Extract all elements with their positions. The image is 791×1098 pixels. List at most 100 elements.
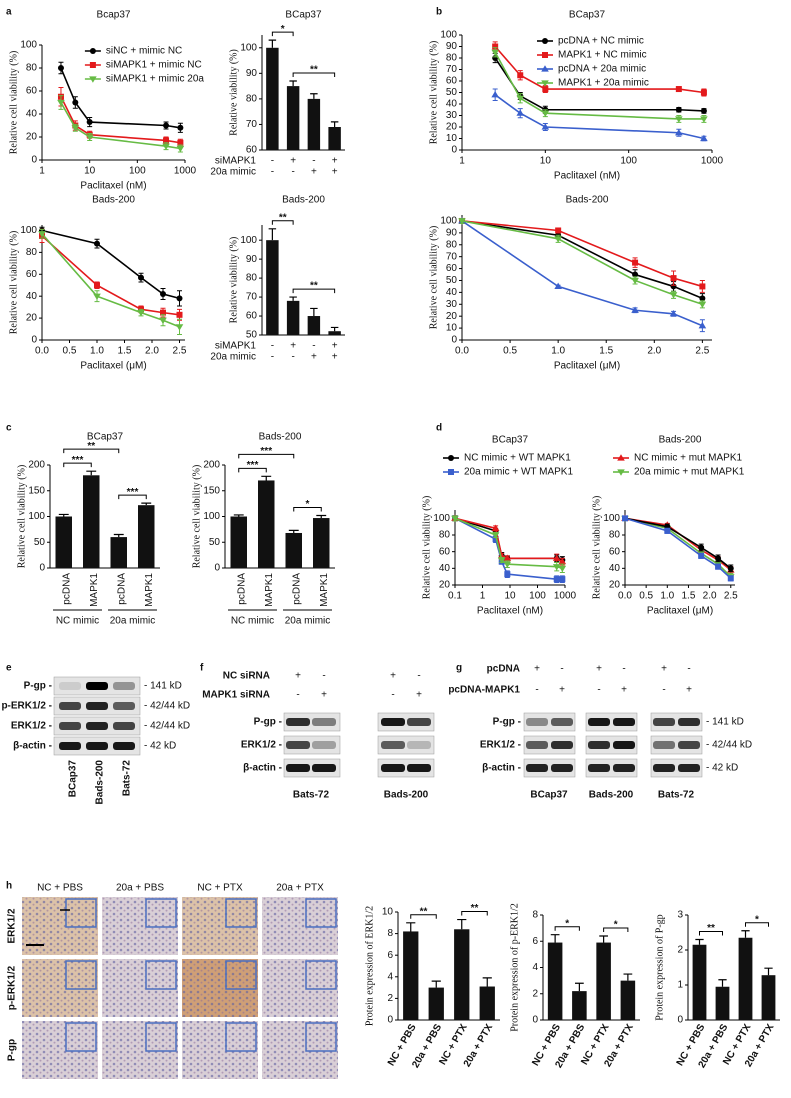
y-tick-label: 100	[240, 42, 257, 53]
error-bar	[741, 930, 750, 938]
condition-label: siMAPK1	[215, 156, 257, 167]
ihc-inset	[305, 1022, 337, 1052]
x-axis-label: Paclitaxel (μM)	[554, 361, 620, 372]
significance-label: *	[281, 24, 285, 35]
point	[727, 575, 734, 582]
blot-size-label: - 141 kD	[144, 681, 182, 692]
y-tick-label: 100	[440, 30, 457, 41]
ihc-texture	[102, 1021, 178, 1079]
point	[177, 124, 184, 131]
point	[698, 301, 707, 309]
x-tick-label: MAPK1	[264, 573, 275, 607]
blot-band	[381, 741, 405, 749]
blot-band	[59, 702, 81, 710]
legend-label: MAPK1 + NC mimic	[558, 50, 647, 61]
condition-label: pcDNA-MAPK1	[448, 685, 520, 696]
x-tick-label: pcDNA	[61, 573, 72, 605]
blot-band	[86, 682, 108, 690]
condition-mark: -	[271, 156, 274, 167]
significance-label: **	[87, 441, 95, 452]
blot-band	[286, 764, 310, 772]
y-tick-label: 2	[677, 945, 683, 956]
blot-band	[551, 741, 573, 749]
x-tick-label: 100	[129, 166, 146, 177]
y-tick-label: 4	[387, 971, 393, 982]
series-line	[41, 229, 180, 300]
x-tick-label: 1	[39, 166, 45, 177]
point	[497, 557, 506, 564]
blot-row-label: P-gp -	[493, 717, 521, 728]
point	[86, 119, 93, 126]
condition-mark: +	[290, 156, 296, 167]
significance-bracket	[699, 931, 723, 936]
y-tick-label: 80	[26, 247, 38, 258]
condition-label: MAPK1 siRNA	[202, 690, 270, 701]
error-bar	[316, 514, 327, 519]
point	[669, 292, 678, 299]
series-line	[60, 96, 181, 144]
error-bar	[623, 973, 633, 981]
blot-strip	[523, 712, 576, 732]
y-tick-label: 60	[246, 145, 258, 156]
legend-marker	[542, 38, 548, 44]
blot-band	[526, 718, 548, 726]
bar	[285, 532, 302, 568]
legend-label: pcDNA + NC mimic	[558, 36, 644, 47]
point	[451, 515, 459, 523]
legend-label: 20a mimic + mut MAPK1	[634, 467, 745, 478]
point	[497, 552, 506, 559]
condition-mark: -	[312, 156, 315, 167]
point	[71, 125, 80, 132]
point	[554, 282, 562, 290]
y-tick-label: 80	[246, 273, 258, 284]
y-tick-label: 20	[26, 313, 38, 324]
legend-marker	[541, 80, 549, 87]
blot-strip	[283, 712, 341, 732]
x-tick-label: 1000	[554, 591, 577, 602]
x-tick-label: 0.0	[455, 346, 469, 357]
y-tick-label: 50	[34, 537, 46, 548]
y-tick-label: 80	[246, 94, 258, 105]
error-bar	[330, 326, 339, 332]
significance-bracket	[292, 288, 336, 294]
y-tick-label: 70	[246, 119, 258, 130]
point	[715, 563, 722, 570]
point	[138, 274, 144, 281]
y-tick-label: 0	[387, 1015, 393, 1026]
blot-strip	[650, 735, 703, 755]
y-tick-label: 40	[446, 287, 458, 298]
blot-band	[551, 718, 573, 726]
point	[85, 134, 94, 141]
x-tick-label: 1000	[701, 156, 724, 167]
condition-mark: -	[291, 167, 294, 178]
series-line	[461, 220, 703, 300]
x-tick-label: 100	[529, 591, 546, 602]
bar	[83, 475, 100, 568]
point	[700, 107, 707, 114]
blot-row-label: P-gp -	[24, 681, 52, 692]
y-tick-label: 50	[446, 87, 458, 98]
legend-marker	[617, 469, 625, 476]
error-bar	[406, 922, 416, 932]
x-tick-label: MAPK1	[319, 573, 330, 607]
point	[700, 116, 708, 123]
significance-label: ***	[72, 455, 84, 466]
point	[491, 49, 499, 57]
condition-mark: -	[687, 664, 690, 675]
y-tick-label: 50	[209, 537, 221, 548]
point	[176, 311, 183, 318]
blot-band	[613, 718, 635, 726]
condition-label: pcDNA	[487, 664, 520, 675]
ihc-row-label: ERK1/2	[7, 908, 18, 943]
point	[504, 571, 511, 578]
panel-label: b	[436, 7, 442, 18]
legend-marker	[448, 455, 454, 461]
bar	[761, 975, 776, 1020]
legend-label: NC mimic + mut MAPK1	[634, 453, 743, 464]
legend-label: siMAPK1 + mimic NC	[106, 60, 202, 71]
y-tick-label: 0	[677, 1015, 683, 1026]
error-bar	[261, 475, 272, 481]
point	[632, 271, 639, 278]
point	[559, 576, 566, 583]
blot-band	[59, 742, 81, 750]
